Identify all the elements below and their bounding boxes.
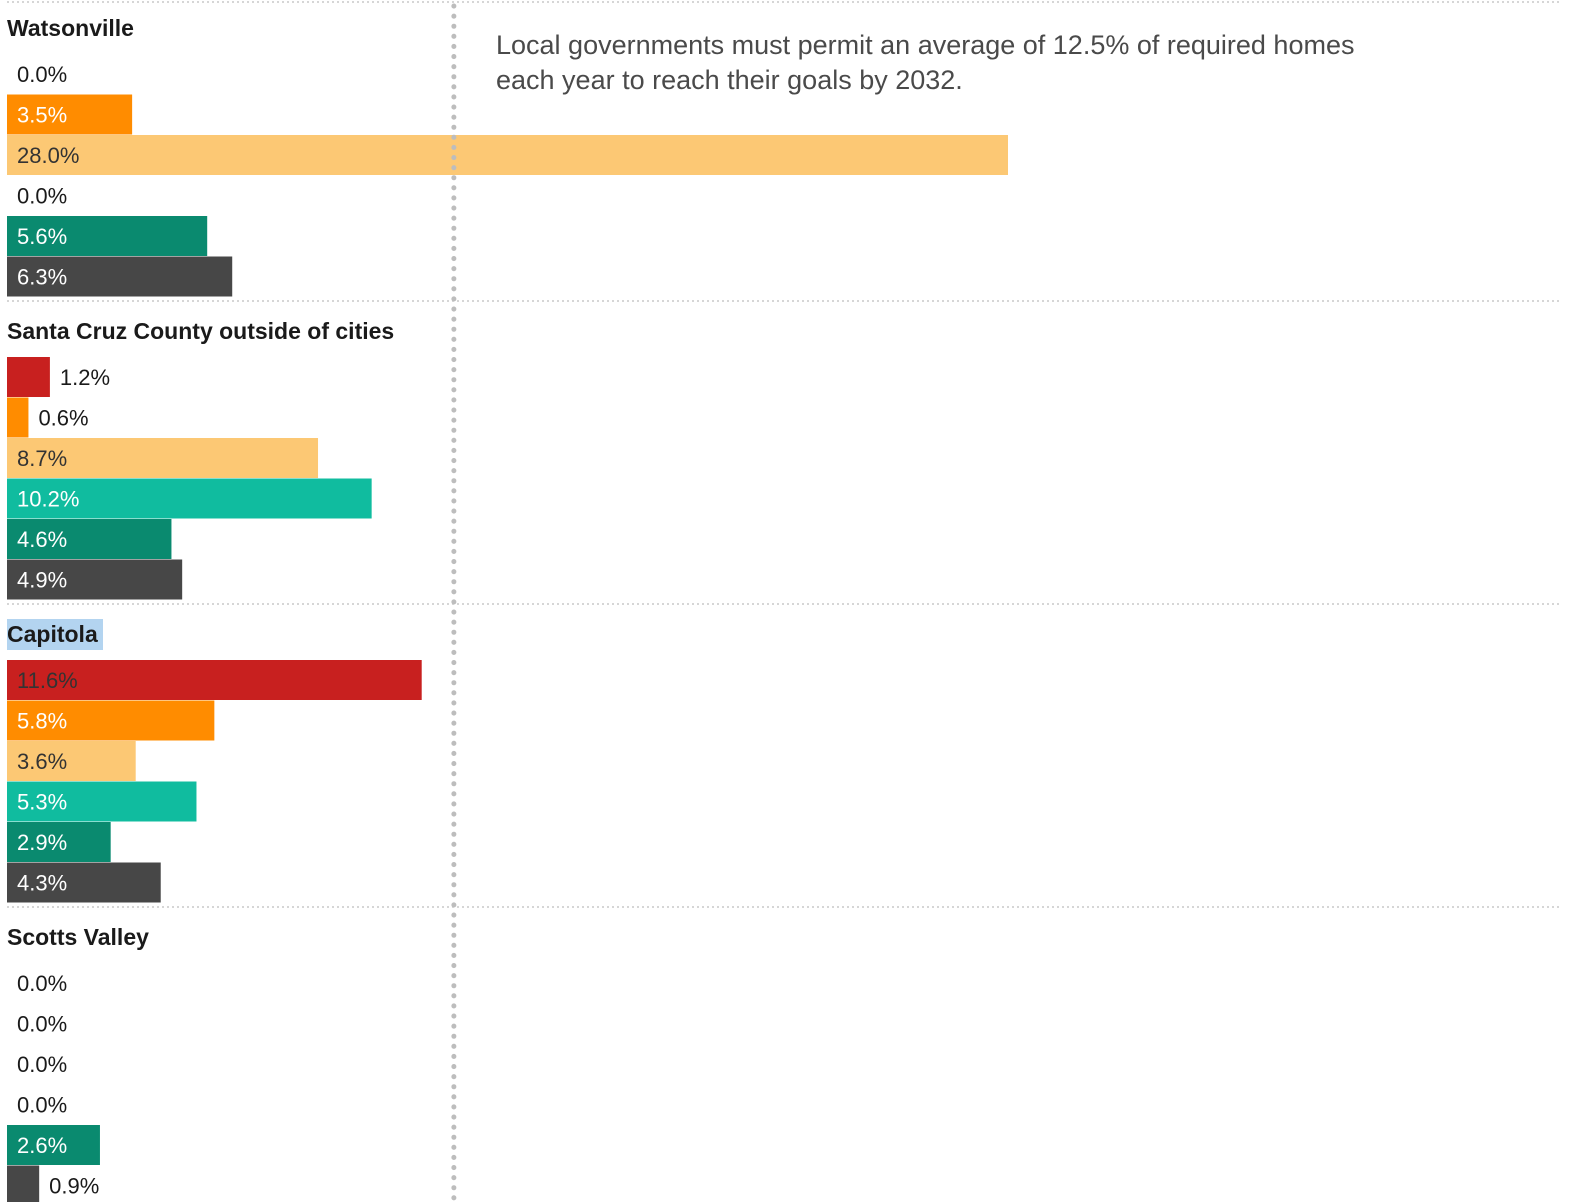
group-title-highlight (7, 619, 103, 650)
data-label: 3.6% (17, 749, 67, 774)
bar (7, 559, 183, 600)
data-label: 0.6% (38, 406, 88, 431)
data-label: 8.7% (17, 446, 67, 471)
data-label: 28.0% (17, 143, 79, 168)
annotation-line-1: Local governments must permit an average… (496, 30, 1354, 60)
group-title: Capitola (7, 621, 98, 647)
bar (7, 741, 136, 781)
data-label: 4.9% (17, 568, 67, 593)
data-label: 1.2% (60, 365, 110, 390)
bar (7, 256, 233, 297)
annotation-text: Local governments must permit an average… (496, 30, 1362, 95)
data-label: 0.0% (17, 1012, 67, 1037)
data-label: 5.6% (17, 224, 67, 249)
bar (7, 397, 29, 438)
data-label: 11.6% (17, 668, 78, 693)
data-label: 10.2% (17, 487, 79, 512)
bar (7, 781, 197, 822)
data-label: 0.9% (49, 1174, 99, 1199)
data-label: 0.0% (17, 971, 67, 996)
data-label: 2.9% (17, 830, 67, 855)
group-title: Scotts Valley (7, 924, 149, 950)
bar (7, 216, 208, 256)
data-label: 5.8% (17, 709, 67, 734)
data-label: 0.0% (17, 184, 67, 209)
bar (7, 862, 161, 903)
bar (7, 135, 1008, 175)
bar (7, 822, 111, 862)
bar (7, 1125, 100, 1165)
group-title: Santa Cruz County outside of cities (7, 318, 394, 344)
bar (7, 438, 319, 478)
bar (7, 700, 215, 741)
data-label: 0.0% (17, 1052, 67, 1077)
bars-layer: 0.0% 3.5% 28.0% 0.0% 5.6% 6.3% 1.2% 0.6% 8.7% 10.… (7, 62, 1008, 1202)
data-label: 2.6% (17, 1133, 67, 1158)
group-title: Watsonville (7, 15, 134, 41)
bar (7, 478, 372, 519)
data-label: 5.3% (17, 790, 67, 815)
annotation-line-2: each year to reach their goals by 2032. (496, 65, 963, 95)
bar (7, 660, 422, 700)
data-label: 3.5% (17, 103, 67, 128)
data-label: 0.0% (17, 62, 67, 87)
data-label: 0.0% (17, 1093, 67, 1118)
data-label: 6.3% (17, 265, 67, 290)
data-label: 4.6% (17, 527, 67, 552)
bar (7, 94, 133, 135)
bar (7, 519, 172, 559)
bar (7, 357, 50, 397)
group-separators (7, 1, 1560, 908)
group-titles: Watsonville Santa Cruz County outside of … (7, 15, 394, 950)
data-label: 4.3% (17, 871, 67, 896)
bar (7, 1165, 40, 1202)
